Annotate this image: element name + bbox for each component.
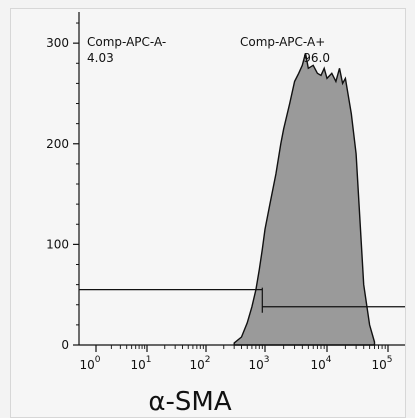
y-tick-label: 100 bbox=[46, 237, 69, 251]
x-axis-label: α-SMA bbox=[148, 387, 231, 417]
x-tick-label: 103 bbox=[248, 355, 269, 372]
x-tick-label: 101 bbox=[130, 355, 151, 372]
x-tick-label: 102 bbox=[189, 355, 210, 372]
gate-layer: Comp-APC-A- 4.03 Comp-APC-A+ 96.0 bbox=[79, 35, 405, 313]
x-tick-label: 104 bbox=[310, 355, 331, 372]
gate-positive-name: Comp-APC-A+ bbox=[240, 35, 325, 49]
gate-negative-name: Comp-APC-A- bbox=[87, 35, 166, 49]
y-tick-label: 0 bbox=[61, 338, 69, 352]
gate-negative-value: 4.03 bbox=[87, 51, 114, 65]
y-tick-label: 200 bbox=[46, 137, 69, 151]
x-tick-label: 100 bbox=[79, 355, 100, 372]
y-tick-label: 300 bbox=[46, 36, 69, 50]
gate-positive-value: 96.0 bbox=[303, 51, 330, 65]
histogram-area bbox=[233, 53, 376, 346]
x-tick-label: 105 bbox=[371, 355, 392, 372]
